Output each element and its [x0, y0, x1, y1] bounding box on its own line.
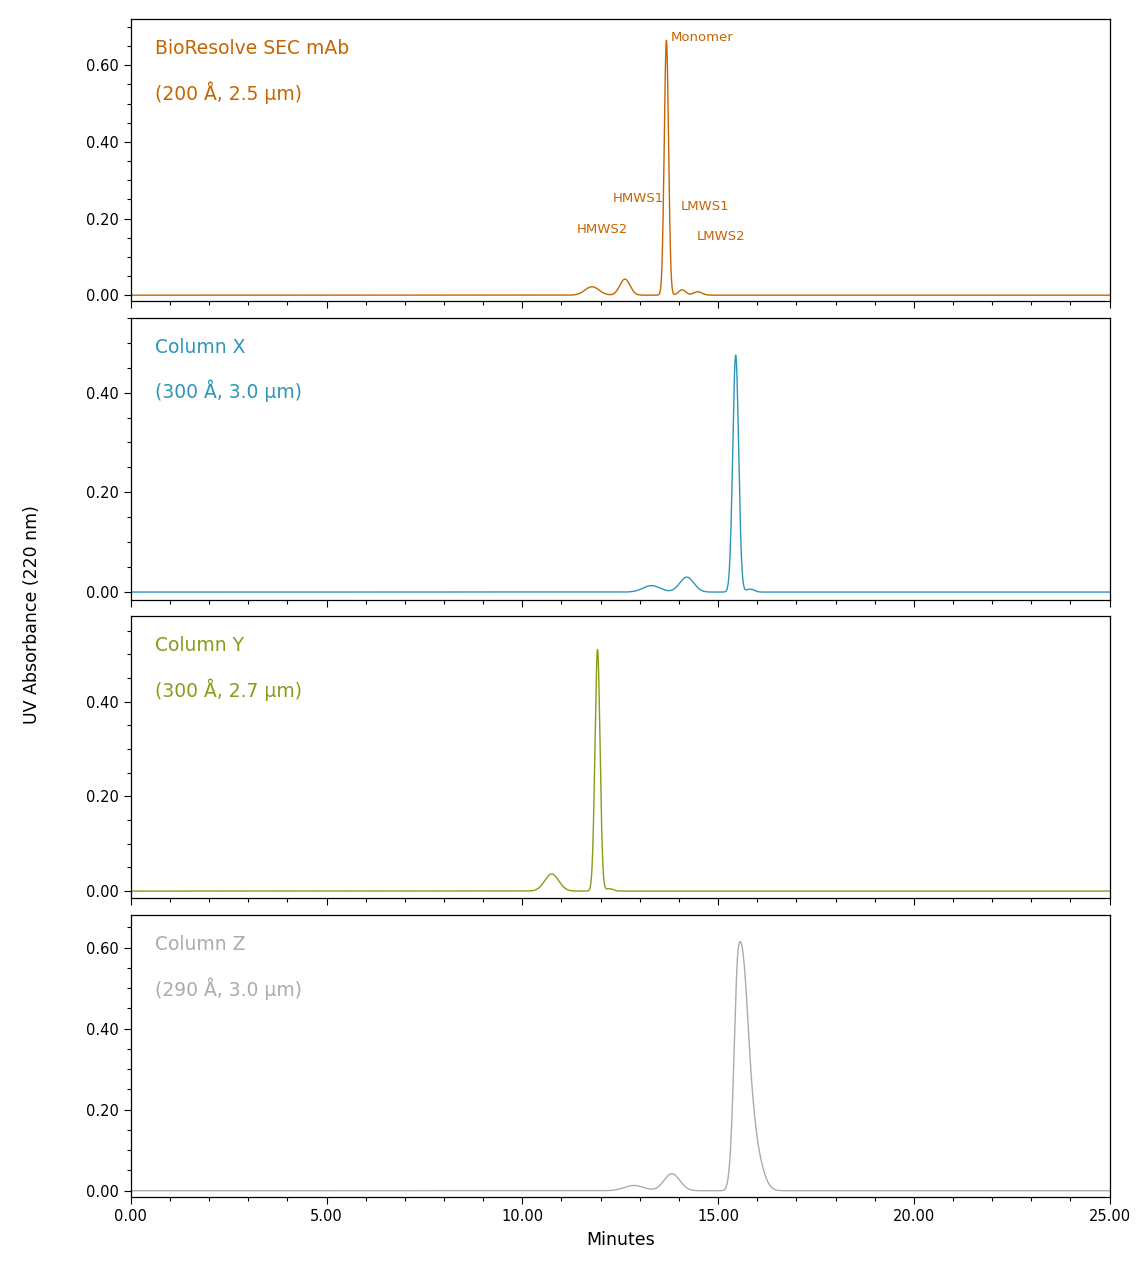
Text: (290 Å, 3.0 μm): (290 Å, 3.0 μm) — [155, 977, 303, 1000]
Text: Column Z: Column Z — [155, 934, 246, 954]
Text: (300 Å, 3.0 μm): (300 Å, 3.0 μm) — [155, 380, 303, 402]
Text: HMWS1: HMWS1 — [612, 192, 663, 205]
X-axis label: Minutes: Minutes — [586, 1230, 654, 1248]
Text: LMWS2: LMWS2 — [696, 230, 745, 243]
Text: BioResolve SEC mAb: BioResolve SEC mAb — [155, 38, 349, 58]
Text: Column Y: Column Y — [155, 636, 245, 655]
Text: (200 Å, 2.5 μm): (200 Å, 2.5 μm) — [155, 81, 303, 104]
Text: (300 Å, 2.7 μm): (300 Å, 2.7 μm) — [155, 678, 303, 701]
Text: HMWS2: HMWS2 — [577, 223, 628, 236]
Text: Monomer: Monomer — [670, 31, 733, 44]
Text: LMWS1: LMWS1 — [681, 200, 729, 212]
Text: UV Absorbance (220 nm): UV Absorbance (220 nm) — [23, 506, 41, 723]
Text: Column X: Column X — [155, 338, 246, 357]
